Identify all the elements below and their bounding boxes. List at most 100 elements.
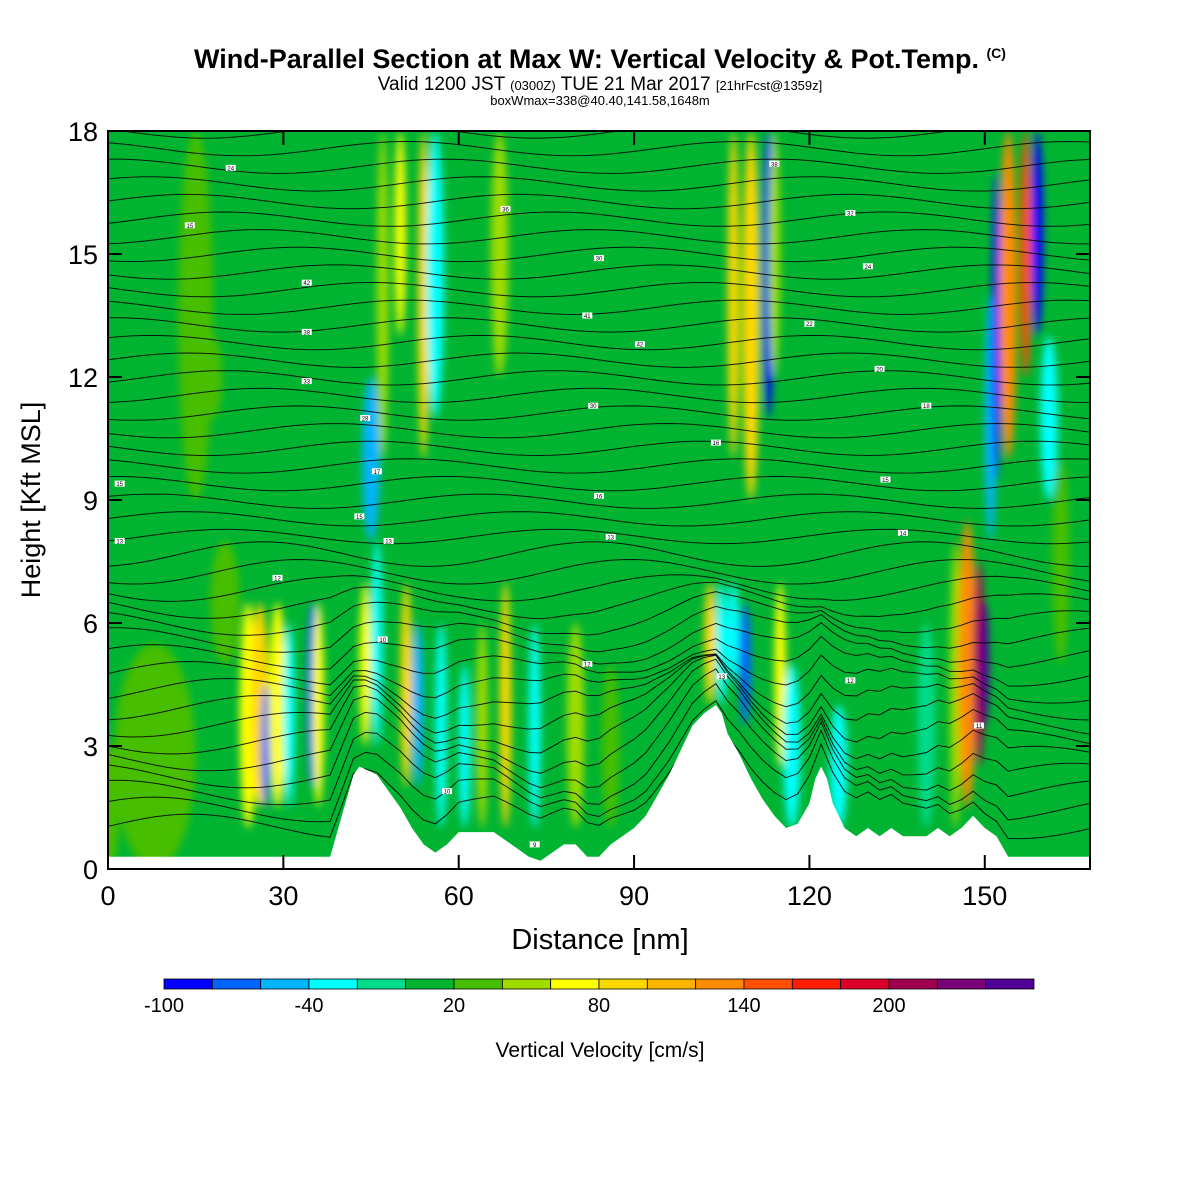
theta-label: 13 [385,540,392,546]
theta-label-bg [301,279,312,286]
colorbar: -100 -40 20 80 140 200 [144,978,1035,1017]
theta-label: 36 [502,207,509,213]
w-cell [435,623,448,828]
x-tick-label: 60 [444,881,474,911]
theta-label: 13 [116,540,123,546]
isentrope [108,246,1090,263]
theta-label-bg [377,636,388,643]
theta-label-bg [716,673,727,680]
theta-label-bg [582,661,593,667]
chart-title: Wind-Parallel Section at Max W: Vertical… [0,44,1200,75]
theta-label: 15 [116,482,123,488]
theta-label: 30 [596,257,603,263]
w-cell [411,623,424,787]
colorbar-swatch [453,978,503,990]
x-tick-label: 30 [268,881,298,911]
isentrope [108,591,1090,636]
colorbar-swatch [840,978,890,990]
w-cell [1019,131,1032,377]
copyright-mark: (C) [986,45,1006,61]
isentrope [108,574,1090,602]
isentrope [108,158,1090,174]
colorbar-swatch [550,978,600,990]
w-cell [359,582,372,746]
theta-label-bg [354,513,365,520]
x-tick-label: 120 [787,881,832,911]
w-cell [1040,336,1058,500]
theta-label-bg [529,841,540,848]
w-cell [768,131,781,377]
w-cell [727,131,740,459]
theta-label-bg [114,480,125,487]
vertical-velocity-field [108,131,1090,869]
valid-date: TUE 21 Mar 2017 [560,74,711,95]
w-cell [601,664,620,828]
theta-label: 32 [847,212,854,218]
theta-contour-labels: 24 15 42 38 33 28 15 13 15 17 13 12 10 36 30 41 42 30 16 13… [114,160,984,849]
theta-label-bg [710,439,721,446]
colorbar-swatch [888,978,938,990]
theta-label: 15 [356,515,363,521]
w-cell [704,582,716,705]
theta-label: 12 [274,576,281,582]
theta-label: 33 [303,380,310,386]
colorbar-swatch [405,978,455,990]
theta-label: 10 [379,638,386,644]
w-cell [742,131,760,500]
x-tick-label: 150 [962,881,1007,911]
w-cell [490,131,509,377]
theta-label-bg [845,210,856,216]
isentrope [108,299,1090,316]
isentrope [108,654,1090,738]
colorbar-tick-label: 80 [588,995,610,1017]
isentrope [108,493,1090,509]
w-cell [980,602,990,726]
w-cell [783,664,801,828]
theta-label-bg [184,222,195,229]
theta-label: 10 [444,790,451,796]
w-cell [973,561,985,767]
theta-label: 13 [718,675,725,681]
theta-label-bg [272,574,283,581]
w-cell [829,705,848,828]
isentrope [108,511,1090,527]
chart-title-text: Wind-Parallel Section at Max W: Vertical… [194,44,979,74]
w-cell [113,643,196,869]
isentrope [108,370,1090,386]
isentrope [108,229,1090,245]
w-cell [371,541,383,746]
isentrope [108,528,1090,545]
theta-label-bg [360,415,371,421]
isentrope [108,458,1090,474]
w-cell [727,582,740,685]
colorbar-swatch [646,978,697,990]
w-cell [1052,459,1070,664]
theta-label: 15 [882,478,889,484]
isentrope [108,176,1090,192]
colorbar-swatch [356,978,407,990]
w-cell [528,623,541,828]
theta-label-bg [845,677,856,684]
isentrope [108,440,1090,457]
colorbar-label: Vertical Velocity [cm/s] [496,1039,705,1062]
theta-label: 28 [362,417,369,423]
colorbar-swatch [260,978,310,990]
w-cell [476,623,488,828]
colorbar-tick-label: 20 [443,995,465,1017]
terrain-fill [108,705,1090,869]
w-cell [394,131,407,336]
w-cell [499,582,512,828]
isentrope [108,264,1090,280]
isentrope [108,581,1090,620]
colorbar-tick-label: 140 [727,995,760,1017]
w-cell [362,377,380,541]
colorbar-swatch [791,978,842,990]
utc-time: (0300Z) [510,78,556,93]
theta-label: 42 [637,343,644,349]
theta-label-bg [371,468,382,475]
x-axis-label: Distance [nm] [511,924,688,956]
w-cell [739,602,751,726]
isentrope [108,211,1090,227]
y-tick-label: 0 [83,855,98,885]
